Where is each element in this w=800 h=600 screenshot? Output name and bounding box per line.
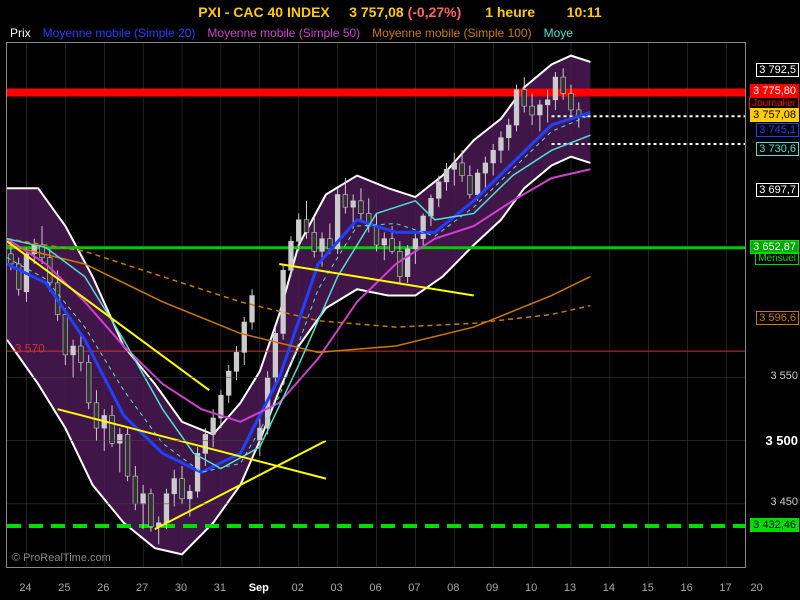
watermark: © ProRealTime.com xyxy=(12,552,111,564)
x-tick: 20 xyxy=(751,582,763,594)
x-tick: 14 xyxy=(603,582,615,594)
clock: 10:11 xyxy=(567,4,602,20)
x-tick: 10 xyxy=(525,582,537,594)
svg-text:3 570: 3 570 xyxy=(15,341,45,355)
x-tick: 02 xyxy=(292,582,304,594)
chart-area[interactable]: 3 570 xyxy=(6,42,746,568)
x-tick: 03 xyxy=(330,582,342,594)
x-tick: 09 xyxy=(486,582,498,594)
y-price-label: 3 757,08 xyxy=(750,108,799,122)
timeframe: 1 heure xyxy=(485,4,535,20)
x-tick: 16 xyxy=(681,582,693,594)
legend-item: Moyenne mobile (Simple 100) xyxy=(372,26,531,40)
legend-item: Moye xyxy=(544,26,573,40)
x-tick: 31 xyxy=(214,582,226,594)
y-price-label: 3 792,5 xyxy=(756,63,799,77)
x-tick: 15 xyxy=(642,582,654,594)
y-price-label: 3 596,6 xyxy=(756,311,799,325)
x-tick: 06 xyxy=(369,582,381,594)
x-tick: 13 xyxy=(564,582,576,594)
x-tick: 25 xyxy=(58,582,70,594)
chart-title: PXI - CAC 40 INDEX 3 757,08 (-0,27%) 1 h… xyxy=(0,4,800,20)
last-price: 3 757,08 xyxy=(349,4,404,20)
y-tick: 3 500 xyxy=(748,433,798,448)
y-tick: 3 550 xyxy=(748,370,798,382)
x-tick: 24 xyxy=(19,582,31,594)
y-price-label: 3 745,1 xyxy=(756,123,799,137)
legend: Prix Moyenne mobile (Simple 20) Moyenne mo… xyxy=(10,26,585,40)
x-tick: 17 xyxy=(719,582,731,594)
legend-item: Prix xyxy=(10,26,31,40)
x-tick: 08 xyxy=(447,582,459,594)
y-price-label: 3 432,46 xyxy=(750,518,799,532)
y-tick: 3 450 xyxy=(748,496,798,508)
x-tick: 07 xyxy=(408,582,420,594)
x-axis: 242526273031Sep0203060708091013141516172… xyxy=(6,574,746,594)
x-tick: Sep xyxy=(249,582,269,594)
price-change: (-0,27%) xyxy=(408,4,462,20)
x-tick: 27 xyxy=(136,582,148,594)
symbol: PXI - CAC 40 INDEX xyxy=(198,4,329,20)
legend-item: Moyenne mobile (Simple 50) xyxy=(207,26,360,40)
y-price-label: 3 697,7 xyxy=(756,183,799,197)
legend-item: Moyenne mobile (Simple 20) xyxy=(43,26,196,40)
y-price-label: 3 730,6 xyxy=(756,142,799,156)
y-price-label: Mensuel xyxy=(755,252,799,265)
y-axis: 3 4503 5003 5503 792,53 775,80Journalier… xyxy=(745,42,800,568)
x-tick: 26 xyxy=(97,582,109,594)
x-tick: 30 xyxy=(175,582,187,594)
